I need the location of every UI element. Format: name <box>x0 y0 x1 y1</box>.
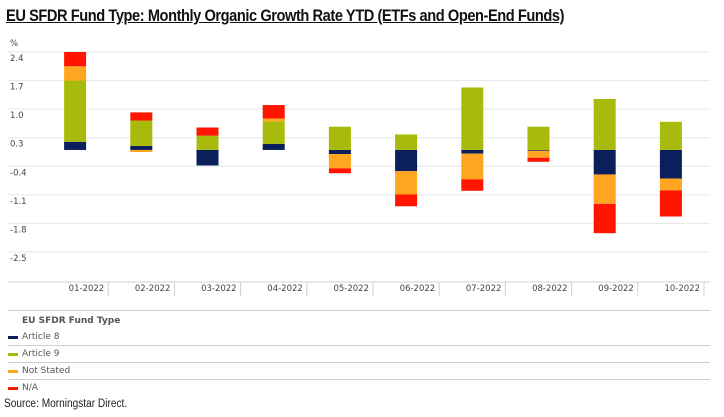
bar-segment-not-stated <box>593 174 616 204</box>
y-tick-label: -1.8 <box>10 225 27 235</box>
chart-title: EU SFDR Fund Type: Monthly Organic Growt… <box>6 6 565 25</box>
legend-item[interactable]: N/A <box>8 380 710 396</box>
x-tick-label: 02-2022 <box>135 284 171 294</box>
bar-group-06-2022 <box>395 134 418 207</box>
x-tick-label: 07-2022 <box>466 284 502 294</box>
legend-title: EU SFDR Fund Type <box>22 316 121 326</box>
bar-group-03-2022 <box>196 127 219 166</box>
x-tick-label: 09-2022 <box>598 284 634 294</box>
bar-segment-article-8 <box>461 149 484 154</box>
x-tick-label: 06-2022 <box>400 284 436 294</box>
x-tick-label: 08-2022 <box>532 284 568 294</box>
bar-segment-article-8 <box>659 149 682 179</box>
bar-segment-n-a <box>196 127 219 136</box>
bar-segment-article-9 <box>328 126 351 150</box>
legend-label: Article 8 <box>22 332 60 342</box>
bar-segment-article-8 <box>130 145 153 150</box>
legend-swatch-icon <box>8 386 18 390</box>
legend-swatch-icon <box>8 369 18 373</box>
bar-segment-article-9 <box>196 135 219 150</box>
bar-segment-n-a <box>527 157 550 162</box>
bar-segment-article-9 <box>262 121 285 144</box>
y-axis-unit-label: % <box>10 39 18 49</box>
x-tick-label: 04-2022 <box>267 284 303 294</box>
bar-segment-n-a <box>461 179 484 191</box>
bar-segment-not-stated <box>262 118 285 122</box>
bar-segment-article-9 <box>64 80 87 142</box>
bar-segment-article-8 <box>527 149 550 151</box>
legend-item[interactable]: Article 9 <box>8 346 710 363</box>
bar-segment-article-8 <box>64 141 87 150</box>
bar-group-02-2022 <box>130 112 153 152</box>
bar-segment-not-stated <box>395 171 418 195</box>
bar-segment-article-9 <box>593 98 616 150</box>
legend-swatch-icon <box>8 352 18 356</box>
bar-group-04-2022 <box>262 105 285 150</box>
bar-segment-article-9 <box>461 87 484 150</box>
bar-group-05-2022 <box>328 126 351 174</box>
bar-segment-not-stated <box>130 149 153 152</box>
y-tick-label: 1.0 <box>10 111 24 121</box>
legend-label: Not Stated <box>22 366 71 376</box>
bar-segment-article-9 <box>659 121 682 150</box>
bar-group-08-2022 <box>527 126 550 162</box>
y-axis-ticks: 2.4 1.7 1.0 0.3 -0.4 -1.1 -1.8 -2.5 <box>10 54 27 264</box>
bar-segment-n-a <box>64 52 87 67</box>
y-tick-label: 2.4 <box>10 54 24 64</box>
bars <box>64 52 682 234</box>
bar-group-01-2022 <box>64 52 87 150</box>
x-tick-label: 05-2022 <box>333 284 369 294</box>
bar-segment-not-stated <box>461 153 484 180</box>
y-tick-label: 0.3 <box>10 140 24 150</box>
legend-label: Article 9 <box>22 349 60 359</box>
legend-swatch-icon <box>8 335 18 339</box>
bar-segment-not-stated <box>64 66 87 81</box>
y-tick-label: -0.4 <box>10 168 27 178</box>
bar-segment-article-8 <box>328 149 351 155</box>
x-tick-label: 10-2022 <box>664 284 700 294</box>
bar-group-10-2022 <box>659 121 682 217</box>
stacked-bar-chart: % 2.4 1.7 1.0 0.3 -0.4 -1.1 -1.8 -2.5 01-2022 02… <box>8 39 710 296</box>
bar-segment-n-a <box>395 194 418 207</box>
legend-label: N/A <box>22 383 38 393</box>
bar-segment-article-8 <box>593 149 616 175</box>
y-tick-label: -2.5 <box>10 254 27 264</box>
bar-segment-n-a <box>593 203 616 234</box>
legend-item[interactable]: Not Stated <box>8 363 710 380</box>
y-tick-label: 1.7 <box>10 83 24 93</box>
bar-segment-n-a <box>659 190 682 217</box>
bar-segment-not-stated <box>328 154 351 169</box>
bar-segment-n-a <box>130 112 153 121</box>
legend: EU SFDR Fund Type Article 8 Article 9 Not … <box>8 310 710 396</box>
bar-segment-article-8 <box>395 149 418 172</box>
bar-segment-article-9 <box>395 134 418 150</box>
bar-segment-article-8 <box>262 143 285 150</box>
legend-item[interactable]: Article 8 <box>8 329 710 346</box>
bar-group-09-2022 <box>593 98 616 234</box>
gridlines <box>8 51 710 253</box>
bar-segment-article-9 <box>527 126 550 150</box>
x-axis: 01-2022 02-2022 03-2022 04-2022 05-2022 06-20… <box>8 281 710 296</box>
bar-segment-not-stated <box>659 178 682 191</box>
bar-segment-article-9 <box>130 120 153 146</box>
bar-segment-n-a <box>262 105 285 119</box>
x-tick-label: 03-2022 <box>201 284 237 294</box>
y-tick-label: -1.1 <box>10 197 27 207</box>
bar-segment-n-a <box>328 168 351 174</box>
bar-segment-article-8 <box>196 149 219 166</box>
bar-group-07-2022 <box>461 87 484 191</box>
x-tick-label: 01-2022 <box>69 284 105 294</box>
bar-segment-not-stated <box>527 150 550 158</box>
source-note: Source: Morningstar Direct. <box>4 398 128 410</box>
